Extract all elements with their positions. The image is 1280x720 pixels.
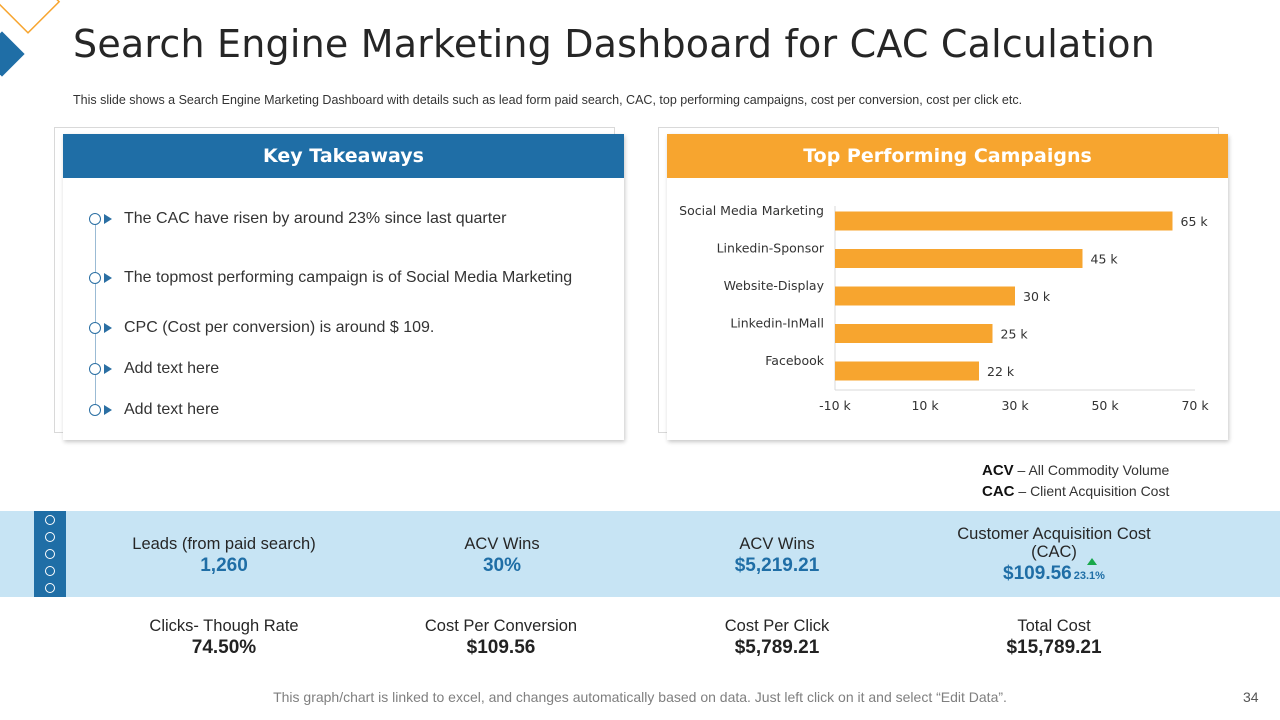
takeaway-item: The CAC have risen by around 23% since l… (89, 210, 506, 228)
chart-tick-label: 10 k (911, 398, 939, 413)
takeaway-item: Add text here (89, 360, 219, 378)
kpi-cost-per-click: Cost Per Click $5,789.21 (677, 617, 877, 659)
takeaways-connector-line (95, 218, 96, 414)
takeaway-item: Add text here (89, 401, 219, 419)
takeaway-text: Add text here (124, 401, 220, 418)
legend-cac: CAC – Client Acquisition Cost (982, 483, 1170, 500)
page-title: Search Engine Marketing Dashboard for CA… (73, 22, 1156, 66)
kpi-click-through-rate: Clicks- Though Rate 74.50% (124, 617, 324, 659)
strip-circle-icon (45, 532, 55, 542)
chart-category-label: Linkedin-Sponsor (717, 241, 825, 256)
kpi-acv-wins-amount: ACV Wins $5,219.21 (677, 535, 877, 577)
kpi-label: ACV Wins (464, 535, 540, 553)
chart-data-label: 30 k (1023, 289, 1051, 304)
kpi-label: Cost Per Conversion (424, 617, 578, 635)
takeaway-item: CPC (Cost per conversion) is around $ 10… (89, 319, 434, 337)
chart-tick-label: 50 k (1091, 398, 1119, 413)
bullet-circle-icon (89, 322, 101, 334)
chart-tick-label: 70 k (1181, 398, 1209, 413)
chart-category-label: Website-Display (724, 278, 825, 293)
kpi-cost-per-conversion: Cost Per Conversion $109.56 (401, 617, 601, 659)
strip-circle-icon (45, 583, 55, 593)
kpi-value: $5,789.21 (734, 637, 820, 658)
corner-decoration (0, 0, 61, 77)
takeaway-text: The topmost performing campaign is of So… (124, 269, 573, 286)
takeaway-item: The topmost performing campaign is of So… (89, 269, 572, 287)
bullet-arrow-icon (104, 364, 112, 374)
kpi-total-cost: Total Cost $15,789.21 (954, 617, 1154, 659)
kpi-label: Total Cost (1017, 617, 1091, 635)
chart-data-label: 65 k (1181, 214, 1209, 229)
kpi-label-line2: (CAC) (1031, 543, 1077, 561)
kpi-side-strip (34, 511, 66, 597)
kpi-leads: Leads (from paid search) 1,260 (124, 535, 324, 577)
top-campaigns-title: Top Performing Campaigns (667, 134, 1228, 178)
takeaway-text: Add text here (124, 360, 220, 377)
kpi-cac: Customer Acquisition Cost (CAC) $109.56 2… (934, 525, 1174, 585)
kpi-value: 30% (482, 555, 522, 576)
strip-circle-icon (45, 515, 55, 525)
chart-data-label: 22 k (987, 364, 1015, 379)
kpi-value: $109.56 (1003, 563, 1072, 584)
top-campaigns-panel: Top Performing Campaigns Social Media Ma… (667, 134, 1228, 440)
takeaway-text: The CAC have risen by around 23% since l… (124, 210, 507, 227)
kpi-label: Leads (from paid search) (132, 535, 316, 553)
takeaway-text: CPC (Cost per conversion) is around $ 10… (124, 319, 435, 336)
footer-note: This graph/chart is linked to excel, and… (273, 689, 1007, 705)
bullet-arrow-icon (104, 214, 112, 224)
kpi-label: Customer Acquisition Cost (957, 525, 1151, 543)
bullet-circle-icon (89, 272, 101, 284)
kpi-label: ACV Wins (739, 535, 815, 553)
kpi-value: $5,219.21 (734, 555, 820, 576)
page-subtitle: This slide shows a Search Engine Marketi… (73, 93, 1023, 107)
kpi-value: $109.56 (466, 637, 536, 658)
key-takeaways-title: Key Takeaways (63, 134, 624, 178)
kpi-value: 1,260 (200, 555, 248, 576)
chart-bar (835, 211, 1173, 231)
kpi-value-row: $109.56 23.1% (934, 558, 1174, 585)
chart-data-label: 25 k (1001, 327, 1029, 342)
chart-data-label: 45 k (1091, 252, 1119, 267)
bullet-arrow-icon (104, 405, 112, 415)
bullet-circle-icon (89, 213, 101, 225)
key-takeaways-panel: Key Takeaways The CAC have risen by arou… (63, 134, 624, 440)
bullet-arrow-icon (104, 273, 112, 283)
chart-bar (835, 324, 993, 343)
kpi-value: $15,789.21 (1006, 637, 1102, 658)
kpi-value: 74.50% (191, 637, 257, 658)
chart-tick-label: 30 k (1001, 398, 1029, 413)
chart-category-label: Linkedin-InMall (730, 316, 824, 331)
page-number: 34 (1243, 689, 1259, 705)
kpi-label: Clicks- Though Rate (149, 617, 299, 635)
chart-bar (835, 286, 1015, 306)
trend-up-icon (1086, 558, 1097, 565)
legend-acv: ACV – All Commodity Volume (982, 462, 1170, 479)
chart-tick-label: -10 k (819, 398, 851, 413)
bullet-circle-icon (89, 404, 101, 416)
bullet-arrow-icon (104, 323, 112, 333)
strip-circle-icon (45, 566, 55, 576)
kpi-change: 23.1% (1074, 558, 1105, 582)
chart-category-label: Social Media Marketing (679, 203, 824, 218)
chart-bar (835, 361, 979, 381)
kpi-acv-wins-percent: ACV Wins 30% (402, 535, 602, 577)
strip-circle-icon (45, 549, 55, 559)
top-campaigns-bar-chart: Social Media Marketing 65 k Linkedin-Spons… (679, 203, 1209, 413)
abbreviation-legend: ACV – All Commodity Volume CAC – Client … (982, 460, 1169, 502)
chart-bar (835, 249, 1083, 268)
kpi-label: Cost Per Click (724, 617, 830, 635)
chart-category-label: Facebook (765, 353, 824, 368)
bullet-circle-icon (89, 363, 101, 375)
kpi-band (0, 511, 1280, 597)
